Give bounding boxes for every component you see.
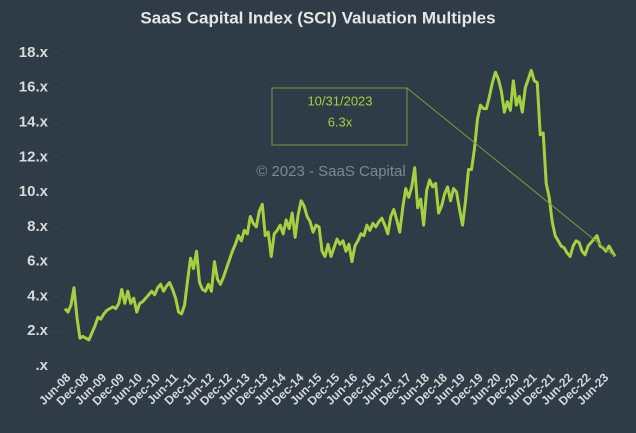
y-tick-label: 14.x: [19, 114, 49, 131]
chart-title: SaaS Capital Index (SCI) Valuation Multi…: [140, 8, 495, 27]
y-tick-label: 12.x: [19, 148, 49, 165]
y-tick-label: 6.x: [27, 253, 49, 270]
y-tick-label: .x: [35, 357, 48, 374]
annotation-box: [271, 87, 408, 146]
y-tick-label: 10.x: [19, 183, 49, 200]
y-tick-label: 4.x: [27, 287, 49, 304]
annotation-title: 10/31/2023: [307, 93, 372, 108]
annotation-leader: [406, 87, 616, 257]
y-tick-label: 18.x: [19, 44, 49, 61]
y-tick-label: 2.x: [27, 322, 49, 339]
y-tick-label: 16.x: [19, 79, 49, 96]
watermark: © 2023 - SaaS Capital: [256, 163, 405, 180]
annotation-label: 6.3x: [328, 114, 353, 129]
y-tick-label: 8.x: [27, 218, 49, 235]
line: [63, 68, 617, 342]
